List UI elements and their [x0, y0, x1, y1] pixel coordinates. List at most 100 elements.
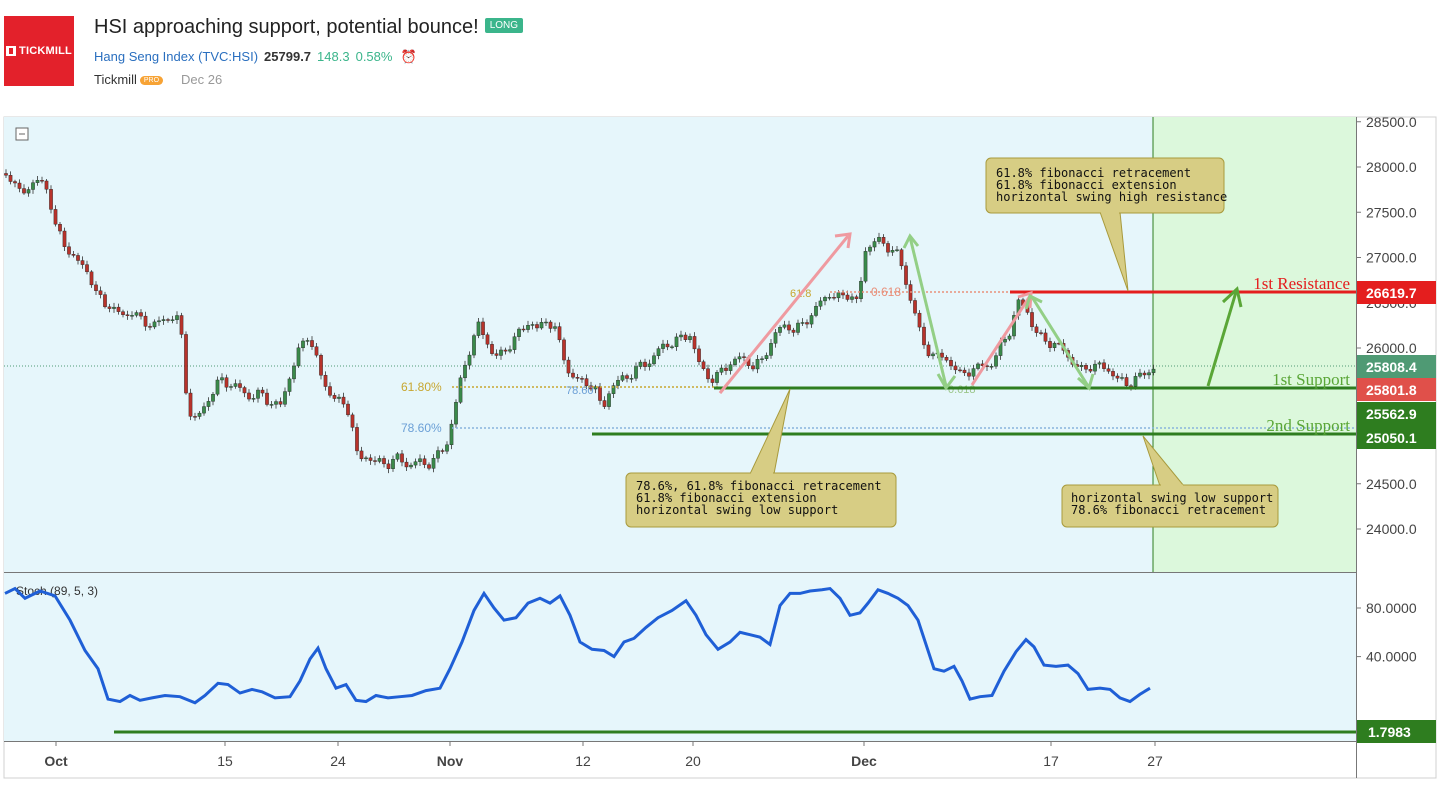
support-2-callout[interactable]: horizontal swing low support 78.6% fibon… — [1061, 435, 1281, 528]
candle-body — [341, 396, 346, 405]
candle-body — [1079, 365, 1084, 367]
candle-body — [760, 358, 764, 360]
candle-body — [485, 334, 490, 345]
candle-body — [593, 386, 598, 390]
candle-body — [188, 392, 193, 417]
stoch-axis: 80.0000 40.0000 — [1356, 600, 1417, 665]
arrow-up-1[interactable] — [718, 235, 850, 394]
candle-body — [67, 246, 71, 255]
candle-body — [710, 378, 715, 383]
candle-body — [364, 457, 368, 460]
tickmill-logo[interactable]: TICKMILL — [4, 16, 74, 86]
candle-body — [818, 300, 823, 307]
candle-body — [1111, 371, 1115, 377]
stoch-tick-label: 40.0000 — [1366, 649, 1417, 665]
candle-body — [827, 297, 832, 299]
time-tick-label: Nov — [437, 753, 464, 769]
candle-body — [1097, 362, 1102, 365]
candle-body — [575, 377, 580, 379]
candle-body — [503, 349, 508, 352]
candle-body — [1039, 332, 1043, 334]
arrow-down-2[interactable] — [1030, 296, 1090, 387]
candle-body — [476, 321, 481, 336]
price-tags: 25808.4 25801.8 25562.9 25050.1 26619.7 — [1357, 281, 1436, 449]
candle-body — [359, 450, 364, 460]
candle-body — [683, 334, 688, 340]
candle-body — [845, 294, 850, 300]
candle-body — [787, 324, 791, 331]
candle-body — [566, 359, 571, 374]
candle-body — [616, 380, 620, 386]
projection-arrow-line — [1206, 291, 1238, 387]
resistance-1-label: 1st Resistance — [1253, 274, 1350, 293]
publish-date: Dec 26 — [181, 72, 223, 87]
candle-body — [260, 389, 265, 394]
price-tick-label: 27000.0 — [1366, 250, 1417, 266]
candle-body — [989, 365, 994, 368]
tag-midline-box — [1357, 402, 1436, 425]
resistance-callout[interactable]: 61.8% fibonacci retracement 61.8% fibona… — [985, 157, 1227, 292]
candle-body — [517, 328, 521, 337]
candle-body — [814, 305, 818, 316]
candle-body — [413, 461, 418, 466]
author-line: Tickmill PRO Dec 26 — [94, 72, 222, 87]
candle-body — [706, 368, 710, 380]
candle-body — [301, 340, 305, 349]
candle-body — [674, 336, 679, 347]
symbol-link[interactable]: Hang Seng Index (TVC:HSI) — [94, 49, 258, 64]
candle-body — [62, 230, 67, 247]
candle-body — [697, 348, 701, 362]
candle-body — [373, 460, 377, 462]
arrow-up-2[interactable] — [970, 295, 1032, 386]
candle-body — [652, 355, 656, 365]
candle-body — [467, 354, 472, 366]
candle-body — [215, 379, 220, 395]
candle-body — [638, 361, 643, 367]
candle-body — [1048, 341, 1052, 348]
candle-body — [764, 355, 769, 359]
projection-arrow[interactable] — [1206, 286, 1243, 387]
author-name[interactable]: Tickmill — [94, 72, 137, 87]
candle-body — [1084, 365, 1088, 370]
symbol-code[interactable]: (TVC:HSI) — [198, 49, 259, 64]
candle-body — [544, 321, 548, 324]
projection-arrow-head — [1221, 286, 1243, 308]
candle-body — [395, 453, 400, 460]
symbol-name[interactable]: Hang Seng Index — [94, 49, 195, 64]
tag-last-price: 25808.4 — [1357, 355, 1436, 378]
candle-body — [881, 237, 886, 244]
candle-body — [665, 343, 670, 348]
tag-last-price-box — [1357, 355, 1436, 378]
candle-body — [323, 375, 328, 387]
candle-body — [125, 314, 130, 316]
idea-title-text: HSI approaching support, potential bounc… — [94, 16, 479, 38]
trend-arrows — [718, 232, 1243, 394]
candle-body — [337, 396, 341, 399]
alarm-clock-icon[interactable]: ⏰ — [400, 49, 417, 64]
arrow-down-1[interactable] — [908, 236, 948, 387]
candle-body — [728, 364, 733, 371]
candle-body — [305, 340, 310, 342]
candle-body — [89, 271, 94, 286]
candle-body — [314, 346, 319, 356]
support-1-note-line-1: 78.6%, 61.8% fibonacci retracement — [636, 479, 882, 493]
candle-body — [890, 250, 895, 253]
candle-body — [116, 306, 121, 312]
candle-body — [976, 363, 980, 369]
candle-body — [620, 375, 625, 381]
candle-body — [211, 393, 215, 402]
tag-resistance-1-box — [1357, 281, 1436, 304]
candle-body — [31, 182, 35, 190]
candle-body — [463, 364, 467, 379]
candle-body — [422, 458, 427, 465]
tag-support-2: 25050.1 — [1357, 425, 1436, 449]
idea-title: HSI approaching support, potential bounc… — [94, 16, 524, 39]
time-tick-label: Oct — [44, 753, 68, 769]
support-1-callout[interactable]: 78.6%, 61.8% fibonacci retracement 61.8%… — [625, 388, 897, 528]
candle-body — [836, 292, 841, 299]
arrow-up-1-head — [834, 232, 852, 249]
candle-body — [1133, 376, 1138, 387]
candle-body — [328, 386, 332, 396]
candle-body — [940, 352, 944, 358]
